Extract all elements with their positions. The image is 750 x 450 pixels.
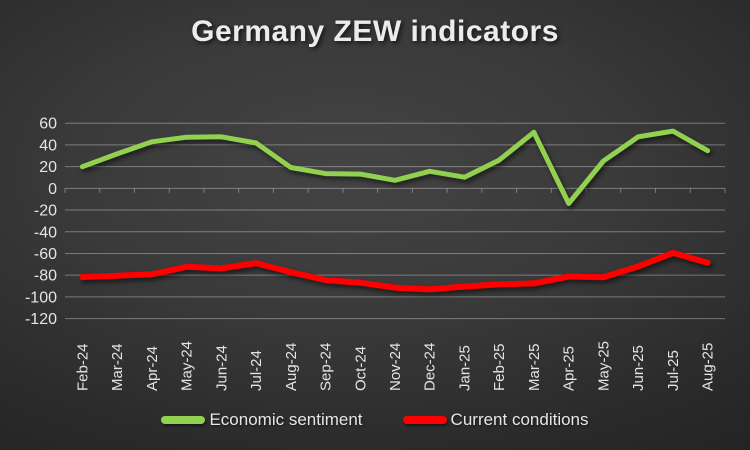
- legend-label: Current conditions: [450, 410, 589, 429]
- y-axis-tick-label: 0: [48, 181, 57, 198]
- y-axis-tick-label: -20: [34, 203, 57, 220]
- x-axis-category-label: Nov-24: [387, 343, 404, 391]
- y-axis-tick-label: -80: [34, 268, 57, 285]
- x-axis-category-label: Mar-24: [109, 343, 126, 391]
- x-axis-category-label: Jul-25: [665, 350, 682, 391]
- x-axis-category-label: Jun-24: [213, 345, 230, 391]
- legend-label: Economic sentiment: [209, 410, 363, 429]
- x-axis-category-label: Apr-25: [561, 346, 578, 391]
- x-axis-category-label: Jan-25: [456, 345, 473, 391]
- x-axis-category-label: Aug-25: [700, 343, 717, 391]
- y-axis-tick-label: -120: [25, 311, 57, 328]
- x-axis-category-label: Sep-24: [318, 343, 335, 391]
- x-axis-category-label: Aug-24: [283, 343, 300, 391]
- y-axis-tick-label: 40: [39, 137, 57, 154]
- x-axis-category-label: Mar-25: [526, 343, 543, 391]
- x-axis-category-label: May-25: [595, 341, 612, 391]
- legend-swatch-red-line: [402, 416, 447, 424]
- x-axis-category-label: Jul-24: [248, 350, 265, 391]
- chart-legend: Economic sentiment Current conditions: [0, 410, 750, 430]
- legend-swatch-green-line: [161, 416, 206, 424]
- x-axis-category-label: May-24: [179, 341, 196, 391]
- x-axis-category-label: Apr-24: [144, 346, 161, 391]
- x-axis-category-label: Dec-24: [422, 343, 439, 391]
- series-line-economic-sentiment: [79, 128, 711, 206]
- x-axis-category-label: Feb-25: [491, 343, 508, 391]
- chart-title: Germany ZEW indicators: [191, 15, 559, 48]
- y-axis-tick-label: -100: [25, 289, 57, 306]
- y-axis-tick-label: 20: [39, 159, 57, 176]
- y-axis-tick-label: 60: [39, 116, 57, 133]
- x-axis-category-label: Jun-25: [630, 345, 647, 391]
- x-axis-category-label: Feb-24: [74, 343, 91, 391]
- x-axis-category-label: Oct-24: [352, 346, 369, 391]
- legend-item-current-conditions: Current conditions: [402, 410, 589, 430]
- y-axis-tick-label: -40: [34, 224, 57, 241]
- series-line-current-conditions: [79, 249, 711, 293]
- y-axis-tick-label: -60: [34, 246, 57, 263]
- legend-item-economic-sentiment: Economic sentiment: [161, 410, 363, 430]
